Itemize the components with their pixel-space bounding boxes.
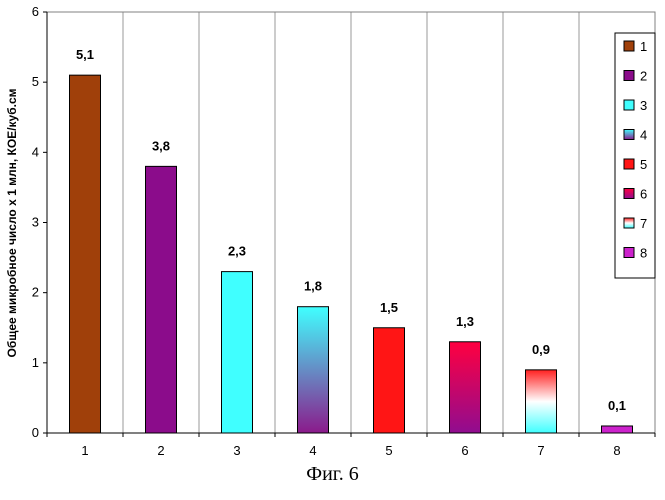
bars bbox=[69, 74, 633, 434]
x-tick-label: 8 bbox=[613, 443, 620, 458]
bar bbox=[145, 165, 177, 434]
y-tick-label: 2 bbox=[32, 285, 39, 300]
legend-label: 4 bbox=[640, 128, 647, 143]
x-tick-label: 6 bbox=[461, 443, 468, 458]
legend-swatch bbox=[623, 217, 635, 229]
legend-label: 8 bbox=[640, 246, 647, 261]
data-labels: 5,1 3,8 2,3 1,8 1,5 1,3 0,9 0,1 bbox=[76, 47, 626, 413]
y-tick-label: 4 bbox=[32, 144, 39, 159]
bar bbox=[373, 327, 405, 434]
data-label: 1,5 bbox=[380, 300, 398, 315]
legend-swatch bbox=[623, 188, 635, 199]
legend-label: 1 bbox=[640, 39, 647, 54]
bar bbox=[525, 369, 557, 434]
data-label: 3,8 bbox=[152, 138, 170, 153]
data-label: 0,1 bbox=[608, 398, 626, 413]
legend-swatch bbox=[623, 158, 635, 170]
data-label: 2,3 bbox=[228, 244, 246, 259]
legend: 1 2 3 4 5 6 7 8 bbox=[614, 32, 656, 279]
x-tick-label: 7 bbox=[537, 443, 544, 458]
x-tick-label: 1 bbox=[81, 443, 88, 458]
legend-swatch bbox=[623, 70, 635, 81]
legend-label: 6 bbox=[640, 187, 647, 202]
gridlines bbox=[122, 12, 580, 433]
x-tick-label: 4 bbox=[309, 443, 316, 458]
y-tick-label: 0 bbox=[32, 425, 39, 440]
data-label: 5,1 bbox=[76, 47, 94, 62]
legend-label: 2 bbox=[640, 69, 647, 84]
x-tick-label: 2 bbox=[157, 443, 164, 458]
data-label: 1,3 bbox=[456, 314, 474, 329]
legend-swatch bbox=[623, 129, 635, 140]
y-tick-label: 6 bbox=[32, 4, 39, 19]
legend-label: 7 bbox=[640, 216, 647, 231]
data-label: 0,9 bbox=[532, 342, 550, 357]
data-label: 1,8 bbox=[304, 279, 322, 294]
y-tick-label: 3 bbox=[32, 215, 39, 230]
legend-swatch bbox=[623, 247, 635, 258]
legend-label: 5 bbox=[640, 157, 647, 172]
axes: 0 1 2 3 4 5 6 1 2 3 4 5 6 7 8 bbox=[32, 4, 656, 458]
bar bbox=[69, 74, 101, 434]
figure-caption: Фиг. 6 bbox=[306, 463, 359, 485]
bar bbox=[601, 425, 633, 434]
bar bbox=[449, 341, 481, 434]
bar-chart: 0 1 2 3 4 5 6 1 2 3 4 5 6 7 8 5,1 3,8 2,3 1,8 1,5 1,3 0,9 0,1… bbox=[5, 4, 656, 458]
y-axis-title: Общее микробное число x 1 млн, КОЕ/куб.с… bbox=[5, 88, 19, 357]
y-tick-label: 1 bbox=[32, 355, 39, 370]
legend-label: 3 bbox=[640, 98, 647, 113]
bar bbox=[297, 306, 329, 434]
x-tick-label: 5 bbox=[385, 443, 392, 458]
legend-swatch bbox=[623, 40, 635, 52]
x-tick-label: 3 bbox=[233, 443, 240, 458]
legend-box bbox=[614, 32, 656, 279]
legend-swatch bbox=[623, 99, 635, 111]
y-tick-label: 5 bbox=[32, 74, 39, 89]
bar bbox=[221, 271, 253, 434]
